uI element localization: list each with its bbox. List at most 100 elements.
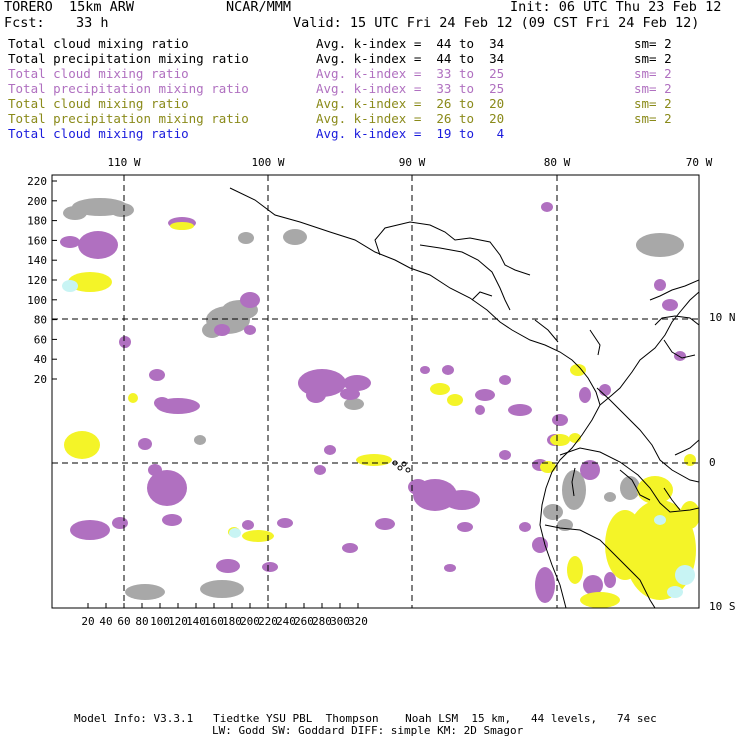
cloud-patch (216, 559, 240, 573)
cloud-patch (583, 575, 603, 595)
legend-smoothing: sm= 2 (634, 36, 672, 51)
cloud-patch (148, 464, 162, 476)
coastline (229, 187, 601, 608)
x-tick-label: 320 (348, 615, 368, 628)
legend-field-name: Total precipitation mixing ratio (8, 51, 249, 66)
coastline (471, 291, 493, 301)
cloud-patch (580, 460, 600, 480)
legend-smoothing: sm= 2 (634, 81, 672, 96)
cloud-patch (194, 435, 206, 445)
cloud-patch (552, 414, 568, 426)
coastline (663, 487, 681, 511)
y-tick-label: 180 (27, 215, 47, 228)
latitude-label: 10 S (709, 600, 736, 613)
cloud-patch (605, 510, 645, 580)
y-tick-label: 60 (34, 333, 47, 346)
x-tick-label: 20 (81, 615, 94, 628)
longitude-label: 100 W (251, 156, 284, 169)
x-tick-label: 100 (150, 615, 170, 628)
cloud-patch (324, 445, 336, 455)
cloud-patch (340, 388, 360, 400)
cloud-patch (567, 556, 583, 584)
x-tick-label: 200 (240, 615, 260, 628)
physics-info-line: LW: Godd SW: Goddard DIFF: simple KM: 2D… (212, 724, 524, 737)
cloud-patch (119, 336, 131, 348)
longitude-label: 80 W (544, 156, 571, 169)
init-time: Init: 06 UTC Thu 23 Feb 12 (510, 0, 722, 15)
forecast-hour: 33 h (76, 15, 109, 31)
longitude-label: 90 W (399, 156, 426, 169)
coastline (571, 467, 576, 497)
coastline (663, 339, 696, 359)
x-tick-label: 300 (330, 615, 350, 628)
cloud-patch (541, 202, 553, 212)
latitude-label: 10 N (709, 311, 736, 324)
cloud-patch (675, 565, 695, 585)
island (405, 467, 411, 473)
x-tick-label: 160 (204, 615, 224, 628)
forecast-label: Fcst: (4, 15, 45, 31)
cloud-patch (499, 375, 511, 385)
y-tick-label: 140 (27, 254, 47, 267)
cloud-patch (444, 490, 480, 510)
model-info-line: Model Info: V3.3.1 Tiedtke YSU PBL Thomp… (74, 712, 657, 725)
coastline (654, 315, 699, 326)
cloud-patch (508, 404, 532, 416)
cloud-patch (343, 375, 371, 391)
cloud-patch (244, 325, 256, 335)
cloud-patch (636, 233, 684, 257)
x-tick-label: 220 (258, 615, 278, 628)
y-tick-label: 200 (27, 195, 47, 208)
cloud-patch (63, 206, 87, 220)
coastline (619, 469, 651, 501)
cloud-patch (110, 203, 134, 217)
cloud-patch (499, 450, 511, 460)
cloud-patch (214, 324, 230, 336)
y-tick-label: 220 (27, 175, 47, 188)
cloud-patch (540, 461, 556, 473)
cloud-patch (238, 232, 254, 244)
coastline (419, 244, 511, 311)
legend-field-name: Total precipitation mixing ratio (8, 111, 249, 126)
organization: NCAR/MMM (226, 0, 292, 15)
cloud-patch (70, 520, 110, 540)
y-tick-label: 100 (27, 294, 47, 307)
legend-field-name: Total cloud mixing ratio (8, 66, 189, 81)
legend-kindex-range: Avg. k-index = 33 to 25 (316, 81, 505, 96)
cloud-patch (242, 530, 274, 542)
cloud-patch (200, 580, 244, 598)
cloud-patch (64, 431, 100, 459)
longitude-label: 110 W (107, 156, 140, 169)
cloud-patch (447, 394, 463, 406)
cloud-patch (112, 517, 128, 529)
cloud-patch (543, 504, 563, 520)
latitude-label: 0 (709, 456, 716, 469)
valid-time: Valid: 15 UTC Fri 24 Feb 12 (09 CST Fri … (293, 15, 700, 31)
cloud-field-layer (52, 175, 699, 608)
cloud-patch (262, 562, 278, 572)
coastline (544, 524, 656, 608)
y-tick-label: 80 (34, 314, 47, 327)
x-tick-label: 60 (117, 615, 130, 628)
cloud-patch (62, 280, 78, 292)
legend-field-name: Total cloud mixing ratio (8, 36, 189, 51)
cloud-patch (342, 543, 358, 553)
coastline (649, 279, 699, 301)
cloud-patch (408, 479, 428, 495)
cloud-patch (519, 522, 531, 532)
cloud-patch (314, 465, 326, 475)
cloud-patch (580, 592, 620, 608)
cloud-patch (60, 236, 80, 248)
coastline (589, 329, 601, 356)
island (397, 465, 403, 471)
island (401, 461, 407, 467)
cloud-patch (535, 567, 555, 603)
coastline (374, 221, 531, 276)
coastline (674, 439, 699, 456)
cloud-patch (242, 520, 254, 530)
y-tick-label: 20 (34, 373, 47, 386)
legend-kindex-range: Avg. k-index = 44 to 34 (316, 51, 505, 66)
cloud-patch (162, 514, 182, 526)
cloud-patch (654, 279, 666, 291)
